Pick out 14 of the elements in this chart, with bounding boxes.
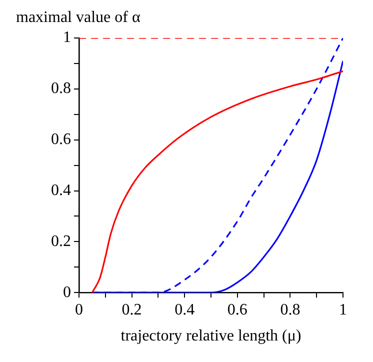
- y-tick-label: 1: [63, 29, 71, 46]
- x-axis-title: trajectory relative length (μ): [120, 328, 302, 345]
- x-tick-label: 0: [75, 301, 83, 318]
- x-tick-label: 0.2: [122, 301, 142, 318]
- x-tick-label: 1: [339, 301, 347, 318]
- y-tick-label: 0.6: [51, 131, 71, 148]
- y-tick-label: 0.4: [51, 182, 71, 199]
- y-axis-title: maximal value of α: [16, 9, 141, 26]
- y-tick-label: 0: [63, 284, 71, 301]
- y-tick-label: 0.8: [51, 80, 71, 98]
- x-tick-label: 0.8: [280, 301, 300, 318]
- y-tick-label: 0.2: [51, 232, 71, 250]
- x-tick-label: 0.4: [174, 301, 195, 318]
- x-tick-label: 0.6: [227, 301, 248, 318]
